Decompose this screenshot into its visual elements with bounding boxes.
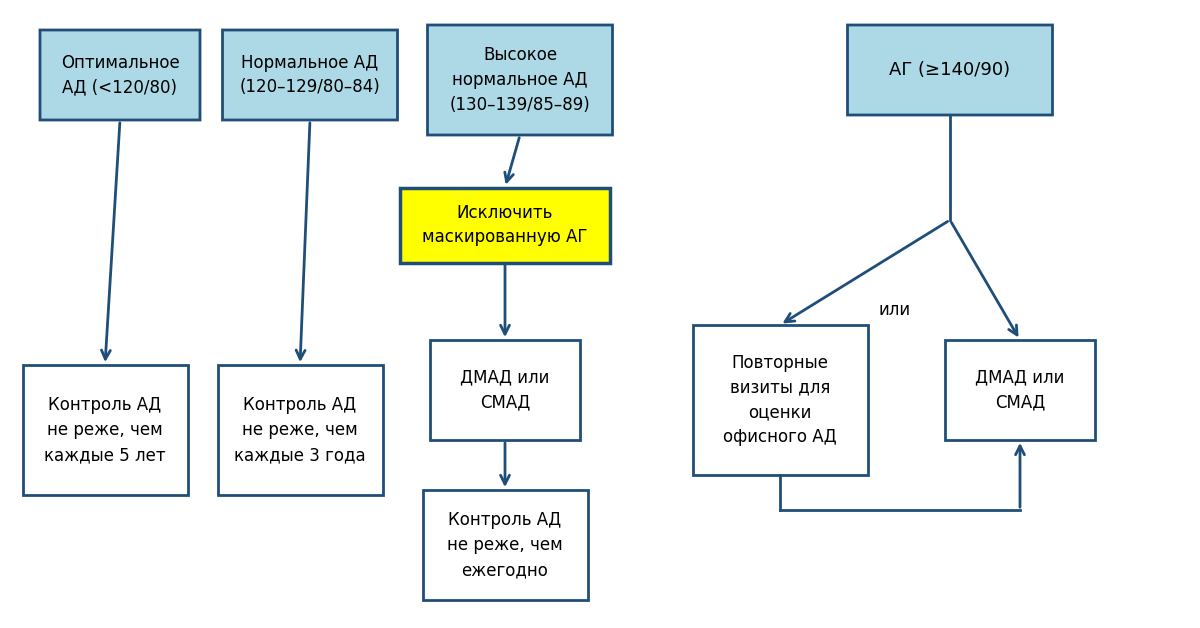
FancyBboxPatch shape: [217, 365, 383, 495]
FancyBboxPatch shape: [427, 25, 612, 135]
FancyBboxPatch shape: [847, 25, 1052, 115]
Text: Повторные
визиты для
оценки
офисного АД: Повторные визиты для оценки офисного АД: [724, 354, 836, 447]
Text: Контроль АД
не реже, чем
каждые 5 лет: Контроль АД не реже, чем каждые 5 лет: [44, 396, 166, 464]
Text: Высокое
нормальное АД
(130–139/85–89): Высокое нормальное АД (130–139/85–89): [450, 46, 590, 114]
Text: ДМАД или
СМАД: ДМАД или СМАД: [461, 369, 550, 411]
FancyBboxPatch shape: [422, 490, 588, 600]
Text: Оптимальное
АД (<120/80): Оптимальное АД (<120/80): [61, 53, 179, 97]
Text: или: или: [878, 301, 911, 319]
FancyBboxPatch shape: [430, 340, 580, 440]
Text: Нормальное АД
(120–129/80–84): Нормальное АД (120–129/80–84): [240, 53, 380, 97]
FancyBboxPatch shape: [222, 30, 397, 120]
Text: Контроль АД
не реже, чем
ежегодно: Контроль АД не реже, чем ежегодно: [448, 511, 563, 579]
Text: АГ (≥140/90): АГ (≥140/90): [889, 61, 1010, 79]
FancyBboxPatch shape: [400, 188, 610, 263]
FancyBboxPatch shape: [692, 325, 868, 475]
Text: Контроль АД
не реже, чем
каждые 3 года: Контроль АД не реже, чем каждые 3 года: [234, 396, 366, 464]
Text: ДМАД или
СМАД: ДМАД или СМАД: [976, 369, 1064, 411]
FancyBboxPatch shape: [23, 365, 187, 495]
FancyBboxPatch shape: [946, 340, 1096, 440]
Text: Исключить
маскированную АГ: Исключить маскированную АГ: [422, 203, 588, 247]
FancyBboxPatch shape: [40, 30, 200, 120]
